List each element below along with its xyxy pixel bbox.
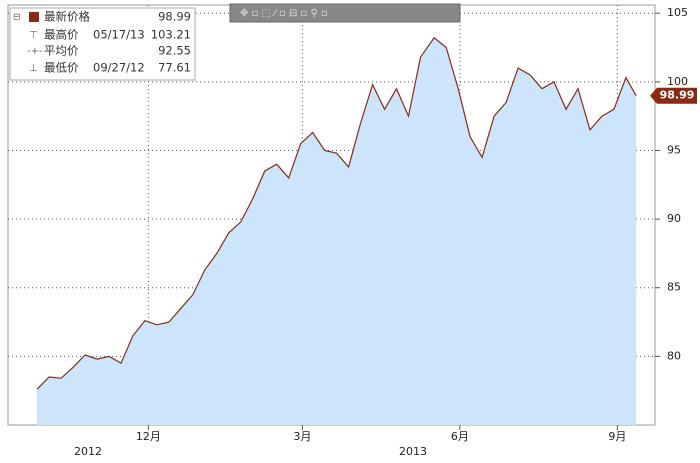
year-label: 2012	[74, 445, 102, 458]
x-tick-label: 3月	[293, 430, 311, 443]
last-value-label: 98.99	[660, 89, 695, 102]
legend-label: 最高价	[44, 28, 79, 42]
legend-date: 05/17/13	[93, 28, 145, 42]
y-tick-label: 80	[667, 349, 681, 362]
legend-label: 最新价格	[44, 10, 90, 24]
y-tick-label: 105	[667, 6, 688, 19]
toolbar: ✥ ▫ ⬚ ⁄ ▫ ⊟ ▫ ⚲ ▫	[229, 3, 461, 23]
legend-date: 09/27/12	[93, 61, 145, 75]
svg-text:⊟: ⊟	[13, 13, 21, 23]
svg-text:✥ ▫ ⬚ ⁄ ▫ ⊟ ▫ ⚲ ▫: ✥ ▫ ⬚ ⁄ ▫ ⊟ ▫ ⚲ ▫	[240, 8, 328, 19]
plot	[8, 5, 655, 426]
legend-label: 最低价	[44, 61, 79, 75]
svg-text:⊥: ⊥	[29, 63, 38, 74]
y-tick-label: 90	[667, 212, 681, 225]
y-tick-label: 95	[667, 143, 681, 156]
y-tick-label: 100	[667, 75, 688, 88]
last-value-tag	[650, 87, 697, 104]
legend-value: 98.99	[158, 10, 191, 24]
year-label: 2013	[399, 445, 427, 458]
legend: ⊟ ⊤ -+- ⊥ 最新价格 98.99 最高价 05/17/13 103.21 平均价 9…	[9, 7, 196, 81]
x-tick-label: 9月	[608, 430, 626, 443]
line	[36, 36, 637, 390]
svg-text:-+-: -+-	[27, 46, 43, 57]
legend-value: 92.55	[158, 44, 191, 58]
legend-value: 77.61	[158, 61, 191, 75]
legend-label: 平均价	[44, 44, 79, 58]
legend-value: 103.21	[151, 28, 191, 42]
area	[37, 37, 637, 426]
x-tick-label: 6月	[451, 430, 469, 443]
y-tick-label: 85	[667, 281, 681, 294]
svg-text:⊤: ⊤	[29, 30, 38, 41]
x-tick-label: 12月	[136, 430, 161, 443]
